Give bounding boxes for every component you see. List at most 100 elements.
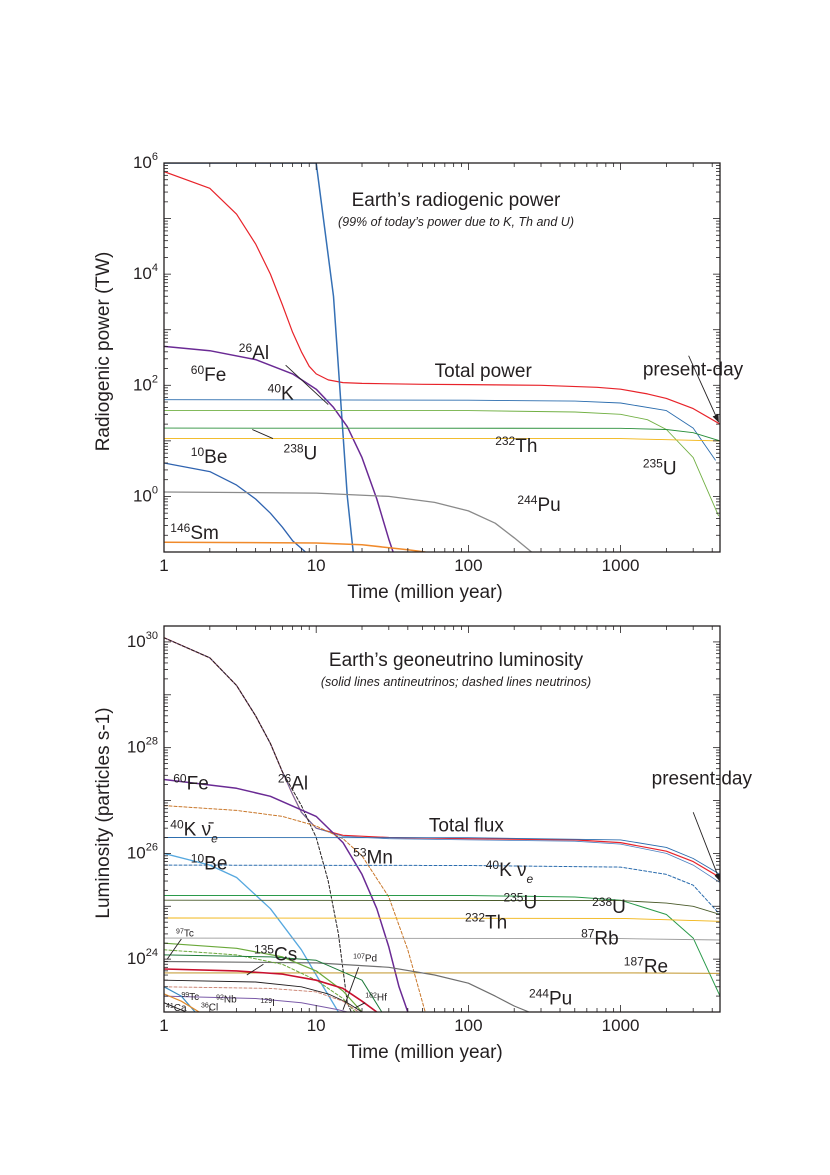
label-text: present-day <box>643 360 744 381</box>
label-text: Fe <box>204 365 226 386</box>
series-238u <box>164 427 720 442</box>
mass-number: 244 <box>517 493 537 507</box>
label-text: present-day <box>652 769 753 790</box>
mass-number: 40 <box>486 858 500 872</box>
label-text: Th <box>485 912 507 933</box>
series-41ca <box>164 1002 187 1012</box>
series-label: 60Fe <box>191 363 227 386</box>
mass-number: 36 <box>201 1002 209 1009</box>
label-text: Be <box>204 853 227 874</box>
series-129i <box>164 986 360 1012</box>
label-text: Hf <box>377 993 387 1004</box>
label-text: Rb <box>594 928 618 949</box>
y-tick-mantissa: 10 <box>133 375 152 394</box>
label-text: K ν <box>499 860 526 881</box>
y-tick-mantissa: 10 <box>127 632 146 651</box>
y-tick-exponent: 24 <box>146 947 158 959</box>
series-label: 53Mn <box>353 845 393 868</box>
y-tick-mantissa: 10 <box>133 153 152 172</box>
mass-number: 60 <box>191 363 205 377</box>
mass-number: 107 <box>353 953 365 960</box>
label-text: U <box>523 893 537 914</box>
series-label: 26Al <box>239 341 269 364</box>
series-182hf <box>164 979 363 1012</box>
mass-number: 232 <box>465 910 485 924</box>
series-label: 244Pu <box>529 986 572 1009</box>
y-tick-label: 1024 <box>127 947 158 968</box>
mass-number: 244 <box>529 986 549 1000</box>
mass-number: 87 <box>581 926 595 940</box>
series-label: 135Cs <box>254 942 297 965</box>
x-tick-label: 10 <box>307 1016 326 1035</box>
series-label: 99Tc <box>181 991 199 1003</box>
series-60fe <box>164 345 394 552</box>
series-label: 182Hf <box>365 992 387 1004</box>
series-26al <box>164 637 352 1012</box>
x-tick-label: 100 <box>454 1016 482 1035</box>
chart-title: Earth’s geoneutrino luminosity <box>329 650 584 671</box>
y-tick-mantissa: 10 <box>127 738 146 757</box>
mass-number: 187 <box>624 954 644 968</box>
series-label: 60Fe <box>173 772 209 795</box>
leader-line <box>285 364 329 405</box>
mass-number: 232 <box>495 434 515 448</box>
label-text: Tc <box>189 992 199 1003</box>
series-244pu <box>164 960 530 1012</box>
mass-number: 135 <box>254 942 274 956</box>
label-text: Fe <box>187 774 209 795</box>
label-text: U <box>304 444 318 465</box>
leader-line <box>252 429 274 439</box>
series-label: 10Be <box>191 445 228 468</box>
series-235u <box>164 410 719 517</box>
series-10be <box>164 852 340 1012</box>
label-text: K <box>281 384 294 405</box>
label-text: Al <box>252 343 269 364</box>
chart-subtitle: (solid lines antineutrinos; dashed lines… <box>321 675 591 689</box>
y-tick-exponent: 28 <box>146 736 158 748</box>
series-87rb <box>164 937 720 941</box>
label-text: K ν̄ <box>184 819 214 840</box>
mass-number: 10 <box>191 445 205 459</box>
label-text: Cl <box>209 1002 218 1013</box>
label-text: Th <box>515 436 537 457</box>
series-label: 97Tc <box>176 928 194 940</box>
mass-number: 10 <box>191 851 205 865</box>
series-label: 41Ca <box>166 1002 187 1014</box>
series-label: 10Be <box>191 851 228 874</box>
series-label: 235U <box>643 456 677 479</box>
plot-frame <box>163 162 721 553</box>
mass-number: 235 <box>503 891 523 905</box>
mass-number: 26 <box>278 772 292 786</box>
series-26al <box>164 163 354 552</box>
x-tick-label: 1000 <box>602 556 640 575</box>
series-232th <box>164 917 720 922</box>
series-group <box>164 163 720 552</box>
x-tick-label: 10 <box>307 556 326 575</box>
mass-number: 99 <box>181 991 189 998</box>
label-text: Be <box>204 447 227 468</box>
series-10be <box>164 462 307 552</box>
mass-number: 40 <box>170 817 184 831</box>
y-tick-mantissa: 10 <box>127 949 146 968</box>
label-text: Pd <box>365 954 377 965</box>
mass-number: 235 <box>643 456 663 470</box>
series-group <box>164 637 720 1012</box>
series-146sm <box>164 541 426 552</box>
label-text: Re <box>644 956 668 977</box>
mass-number: 41 <box>166 1002 174 1009</box>
series-235u <box>164 895 720 997</box>
series-total-flux <box>164 637 720 879</box>
y-axis-label: Radiogenic power (TW) <box>93 252 114 452</box>
series-label: 238U <box>284 442 318 465</box>
mass-number: 238 <box>592 895 612 909</box>
series-label: present-day <box>643 360 744 381</box>
mass-number: 129 <box>260 997 272 1004</box>
mass-number: 60 <box>173 772 187 786</box>
label-subscript: e <box>211 831 218 845</box>
y-tick-exponent: 2 <box>152 373 158 385</box>
x-tick-label: 100 <box>454 556 482 575</box>
y-tick-exponent: 6 <box>152 151 158 163</box>
series-label: 129I <box>260 997 274 1009</box>
y-tick-label: 1030 <box>127 630 158 651</box>
